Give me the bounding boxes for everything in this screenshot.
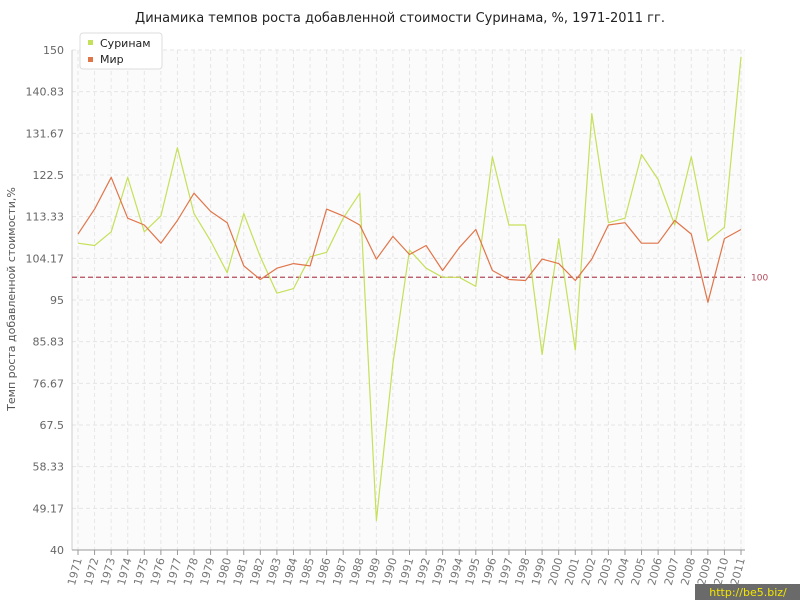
y-tick-label: 113.33 bbox=[26, 211, 65, 224]
legend[interactable]: Суринам Мир bbox=[79, 32, 163, 70]
legend-swatch-world bbox=[88, 57, 93, 62]
watermark-link[interactable]: http://be5.biz/ bbox=[709, 586, 787, 599]
y-tick-label: 95 bbox=[50, 294, 64, 307]
y-tick-label: 49.17 bbox=[33, 502, 65, 515]
plot-area: 40 49.17 58.33 67.5 76.67 85.83 95 104.17 113.33… bbox=[26, 44, 769, 587]
y-tick-label: 85.83 bbox=[33, 336, 65, 349]
y-tick-label: 104.17 bbox=[26, 252, 65, 265]
y-tick-label: 140.83 bbox=[26, 86, 65, 99]
y-tick-label: 67.5 bbox=[40, 419, 65, 432]
legend-label-world: Мир bbox=[100, 53, 124, 66]
y-tick-label: 131.67 bbox=[26, 127, 65, 140]
y-tick-label: 76.67 bbox=[33, 377, 65, 390]
series-line-suriname bbox=[77, 56, 742, 522]
x-tick-label: 2011 bbox=[728, 556, 748, 586]
series-line-world bbox=[77, 176, 742, 303]
y-tick-label: 58.33 bbox=[33, 461, 65, 474]
legend-swatch-suriname bbox=[88, 40, 93, 45]
legend-box bbox=[79, 32, 163, 70]
watermark-background bbox=[695, 584, 800, 600]
watermark[interactable]: http://be5.biz/ bbox=[695, 584, 800, 600]
chart-title: Динамика темпов роста добавленной стоимо… bbox=[135, 11, 665, 26]
y-axis-label: Темп роста добавленной стоимости,% bbox=[5, 187, 18, 412]
y-tick-label: 122.5 bbox=[33, 169, 65, 182]
y-tick-label: 40 bbox=[50, 544, 64, 557]
reference-line-label: 100 bbox=[751, 273, 768, 283]
legend-label-suriname: Суринам bbox=[100, 37, 151, 50]
y-tick-label: 150 bbox=[43, 44, 64, 57]
